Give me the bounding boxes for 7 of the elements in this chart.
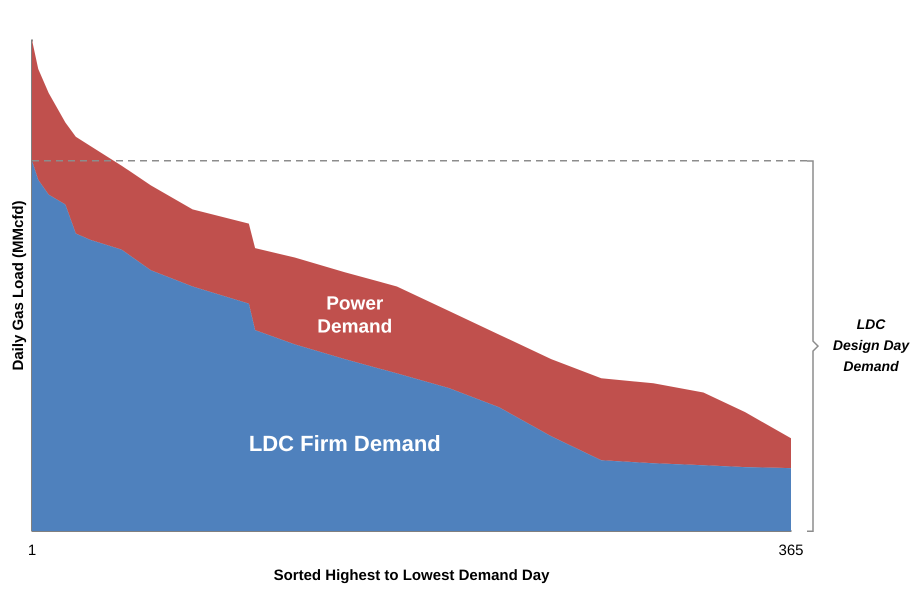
x-tick-label: 1 [28, 542, 36, 560]
x-tick-label: 365 [778, 542, 804, 560]
series-label: LDC Firm Demand [248, 431, 441, 456]
text: LDC Design Day Demand [832, 316, 910, 374]
y-axis-title: Daily Gas Load (MMcfd) [10, 200, 28, 371]
x-axis-title: Sorted Highest to Lowest Demand Day [274, 567, 550, 584]
series-label: Power Demand [317, 293, 392, 338]
